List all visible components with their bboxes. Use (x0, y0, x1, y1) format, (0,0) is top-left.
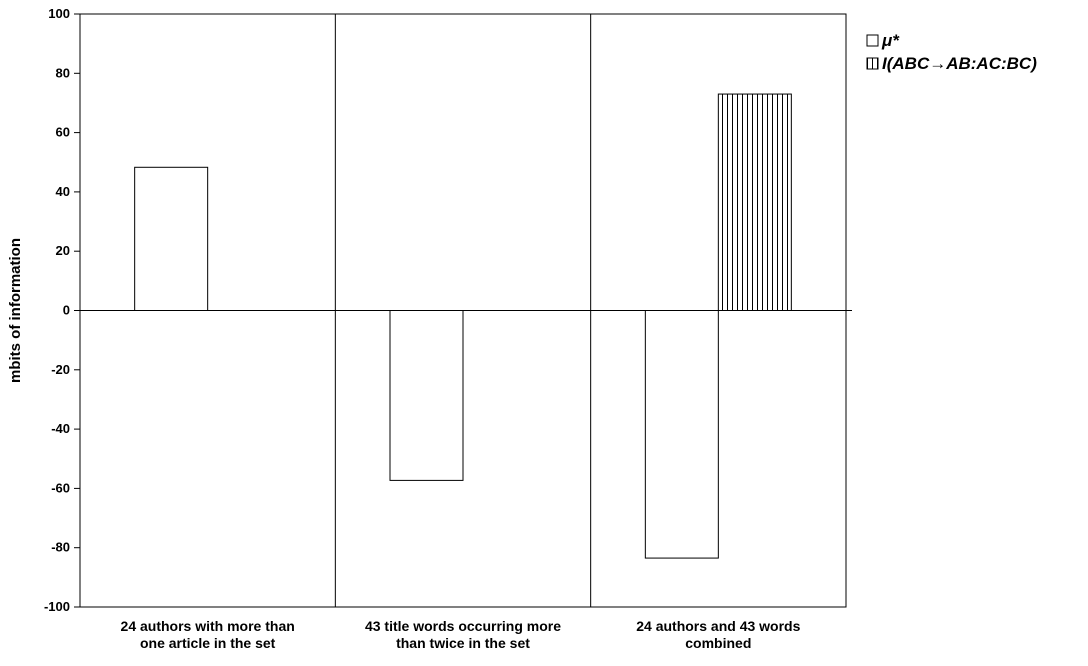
category-label: 43 title words occurring more than twice … (365, 618, 561, 651)
y-tick-label: -20 (51, 362, 70, 377)
y-tick-label: 40 (56, 184, 70, 199)
category-label: 24 authors and 43 words combined (636, 618, 800, 651)
legend-swatch (866, 34, 879, 47)
legend-label: I(ABC→AB:AC:BC) (882, 54, 1037, 73)
legend-label: μ* (881, 31, 900, 50)
bar-mu-3 (644, 310, 719, 559)
y-tick-label: -60 (51, 480, 70, 495)
y-tick-label: -100 (44, 599, 70, 614)
bar-mu-2 (389, 310, 464, 481)
y-tick-label: 80 (56, 65, 70, 80)
bar-interaction-3 (717, 93, 792, 312)
bar-mu-1 (134, 166, 209, 311)
y-axis-title: mbits of information (7, 238, 24, 383)
y-tick-label: 0 (63, 303, 70, 318)
category-label: 24 authors with more than one article in … (121, 618, 295, 651)
legend-swatch (866, 57, 879, 70)
y-tick-label: 100 (48, 6, 70, 21)
y-tick-label: 20 (56, 243, 70, 258)
y-tick-label: -80 (51, 540, 70, 555)
y-tick-label: 60 (56, 125, 70, 140)
y-tick-label: -40 (51, 421, 70, 436)
